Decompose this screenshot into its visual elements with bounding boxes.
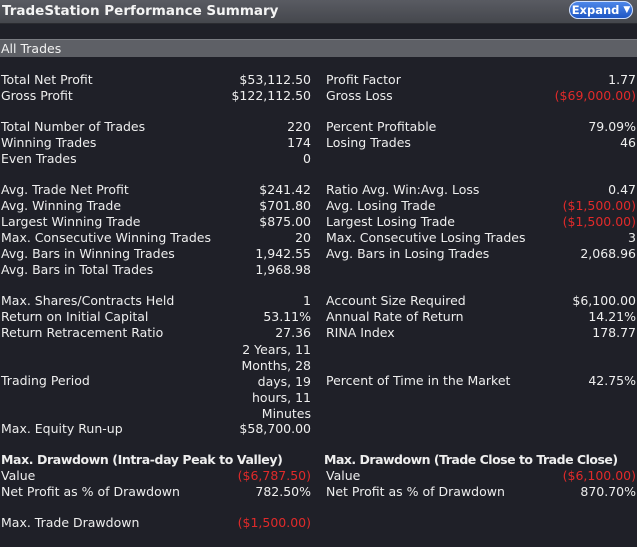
trading-period-line: days, 19 [257,374,311,389]
gross-profit-value: $122,112.50 [231,88,311,103]
avg-bars-winning-label: Avg. Bars in Winning Trades [1,246,175,261]
max-consec-winning-label: Max. Consecutive Winning Trades [1,230,211,245]
section-header-all-trades: All Trades [0,39,637,57]
return-initial-capital-value: 53.11% [263,309,311,324]
account-size-value: $6,100.00 [572,293,636,308]
drawdown-intraday-title: Max. Drawdown (Intra-day Peak to Valley) [1,452,283,467]
avg-bars-losing-value: 2,068.96 [580,246,636,261]
drawdown-intraday-value: ($6,787.50) [237,468,311,483]
trading-period-line: Minutes [261,406,311,421]
max-shares-held-label: Max. Shares/Contracts Held [1,293,175,308]
largest-losing-trade-value: ($1,500.00) [562,214,636,229]
total-trades-label: Total Number of Trades [1,119,146,134]
percent-profitable-value: 79.09% [588,119,636,134]
rina-index-label: RINA Index [326,325,395,340]
ratio-win-loss-value: 0.47 [608,182,636,197]
avg-bars-winning-value: 1,942.55 [255,246,311,261]
rina-index-value: 178.77 [592,325,636,340]
profit-factor-label: Profit Factor [326,72,401,87]
even-trades-value: 0 [303,151,311,166]
avg-bars-losing-label: Avg. Bars in Losing Trades [326,246,490,261]
drawdown-trade-np-label: Net Profit as % of Drawdown [326,484,505,499]
avg-losing-trade-value: ($1,500.00) [562,198,636,213]
avg-bars-total-value: 1,968.98 [255,262,311,277]
avg-bars-total-label: Avg. Bars in Total Trades [1,262,154,277]
drawdown-trade-value: ($6,100.00) [562,468,636,483]
max-equity-runup-label: Max. Equity Run-up [1,421,123,436]
largest-losing-trade-label: Largest Losing Trade [326,214,455,229]
section-title: All Trades [1,41,62,56]
avg-trade-net-profit-label: Avg. Trade Net Profit [1,182,129,197]
losing-trades-label: Losing Trades [326,135,411,150]
drawdown-trade-value-label: Value [326,468,361,483]
return-retracement-value: 27.36 [275,325,311,340]
largest-winning-trade-value: $875.00 [259,214,311,229]
trading-period-line: 2 Years, 11 [242,342,311,357]
chevron-down-icon: ▼ [623,5,631,15]
gross-loss-label: Gross Loss [326,88,393,103]
max-shares-held-value: 1 [303,293,311,308]
profit-factor-value: 1.77 [608,72,636,87]
drawdown-trade-title: Max. Drawdown (Trade Close to Trade Clos… [324,452,618,467]
drawdown-intraday-value-label: Value [1,468,36,483]
annual-return-value: 14.21% [588,309,636,324]
avg-winning-trade-value: $701.80 [259,198,311,213]
trading-period-label: Trading Period [1,373,90,388]
expand-button[interactable]: Expand ▼ [569,1,633,19]
percent-profitable-label: Percent Profitable [326,119,437,134]
percent-time-market-label: Percent of Time in the Market [326,373,511,388]
avg-losing-trade-label: Avg. Losing Trade [326,198,436,213]
losing-trades-value: 46 [620,135,636,150]
avg-winning-trade-label: Avg. Winning Trade [1,198,122,213]
title-bar: TradeStation Performance Summary Expand … [0,0,637,24]
even-trades-label: Even Trades [1,151,77,166]
expand-label: Expand [571,3,620,17]
winning-trades-value: 174 [287,135,311,150]
trading-period-line: Months, 28 [241,358,311,373]
total-trades-value: 220 [287,119,311,134]
max-equity-runup-value: $58,700.00 [239,421,311,436]
largest-winning-trade-label: Largest Winning Trade [1,214,141,229]
return-retracement-label: Return Retracement Ratio [1,325,164,340]
trading-period-value: 2 Years, 11 Months, 28 days, 19 hours, 1… [230,342,311,422]
window-title: TradeStation Performance Summary [2,3,279,19]
drawdown-intraday-np-label: Net Profit as % of Drawdown [1,484,180,499]
drawdown-intraday-np-value: 782.50% [255,484,311,499]
gross-loss-value: ($69,000.00) [554,88,636,103]
max-trade-drawdown-value: ($1,500.00) [237,515,311,530]
total-net-profit-label: Total Net Profit [1,72,93,87]
gross-profit-label: Gross Profit [1,88,73,103]
return-initial-capital-label: Return on Initial Capital [1,309,149,324]
max-consec-winning-value: 20 [295,230,311,245]
winning-trades-label: Winning Trades [1,135,97,150]
ratio-win-loss-label: Ratio Avg. Win:Avg. Loss [326,182,480,197]
percent-time-market-value: 42.75% [588,373,636,388]
account-size-label: Account Size Required [326,293,466,308]
max-trade-drawdown-label: Max. Trade Drawdown [1,515,140,530]
max-consec-losing-label: Max. Consecutive Losing Trades [326,230,526,245]
trading-period-line: hours, 11 [252,390,311,405]
annual-return-label: Annual Rate of Return [326,309,464,324]
drawdown-trade-np-value: 870.70% [580,484,636,499]
total-net-profit-value: $53,112.50 [239,72,311,87]
avg-trade-net-profit-value: $241.42 [259,182,311,197]
max-consec-losing-value: 3 [628,230,636,245]
